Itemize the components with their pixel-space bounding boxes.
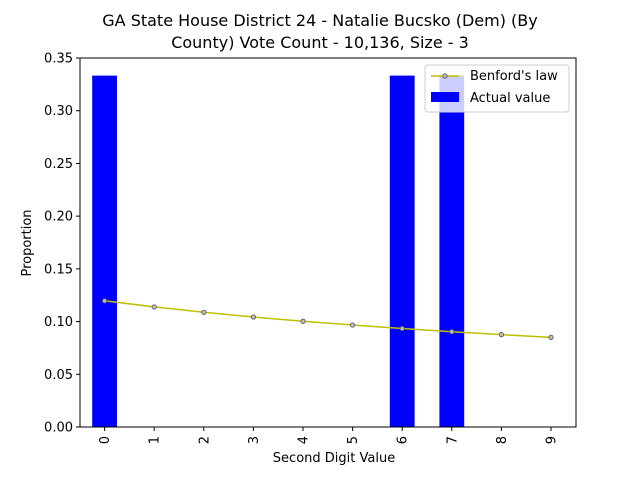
y-tick-label: 0.25 <box>44 157 73 172</box>
x-tick-label: 2 <box>197 436 212 444</box>
benford-point-2 <box>201 309 207 315</box>
benford-point-3 <box>250 314 256 320</box>
benford-point-1 <box>151 304 157 310</box>
y-axis-label: Proportion <box>20 209 35 276</box>
y-tick-label: 0.05 <box>44 368 73 383</box>
legend-bar-swatch <box>431 92 459 102</box>
legend-entry-benford: Benford's law <box>470 69 558 84</box>
legend-box <box>424 64 570 113</box>
x-tick-label: 1 <box>148 436 163 444</box>
x-tick-label: 4 <box>297 436 312 444</box>
y-tick-label: 0.15 <box>44 262 73 277</box>
plot-frame <box>79 57 577 428</box>
x-tick-label: 8 <box>495 436 510 444</box>
y-axis: 0.00 0.05 0.10 0.15 0.20 0.25 0.30 0.35 <box>44 52 80 436</box>
y-tick-label: 0.20 <box>44 210 73 225</box>
benford-point-9 <box>548 334 554 340</box>
x-axis: 0 1 2 3 4 5 6 7 8 9 <box>98 427 560 444</box>
chart-title-line-2: County) Vote Count - 10,136, Size - 3 <box>171 33 469 52</box>
x-tick-label: 9 <box>545 436 560 444</box>
x-tick-label: 6 <box>396 436 411 444</box>
chart-title-line-1: GA State House District 24 - Natalie Buc… <box>102 11 538 30</box>
y-tick-label: 0.00 <box>44 421 73 436</box>
y-tick-label: 0.30 <box>44 104 73 119</box>
benford-point-7 <box>449 329 455 335</box>
x-axis-label: Second Digit Value <box>273 451 395 466</box>
legend-marker-swatch <box>442 73 448 79</box>
bar-digit-7 <box>439 75 465 428</box>
benford-line <box>104 300 552 339</box>
benford-point-5 <box>349 322 356 328</box>
x-tick-label: 0 <box>98 436 113 444</box>
bars-group <box>92 75 465 428</box>
x-tick-label: 5 <box>346 436 361 444</box>
benford-line-group <box>102 298 554 340</box>
x-tick-label: 3 <box>247 436 262 444</box>
benford-point-4 <box>300 318 306 324</box>
y-tick-label: 0.35 <box>44 52 73 67</box>
bar-digit-6 <box>389 75 415 428</box>
benford-point-0 <box>102 298 108 304</box>
y-tick-label: 0.10 <box>44 315 73 330</box>
x-tick-label: 7 <box>445 436 460 444</box>
benford-point-8 <box>498 332 504 338</box>
bar-digit-0 <box>92 75 117 428</box>
legend: Benford's law Actual value <box>424 64 570 113</box>
benford-point-6 <box>399 325 405 332</box>
legend-entry-actual: Actual value <box>470 91 550 106</box>
